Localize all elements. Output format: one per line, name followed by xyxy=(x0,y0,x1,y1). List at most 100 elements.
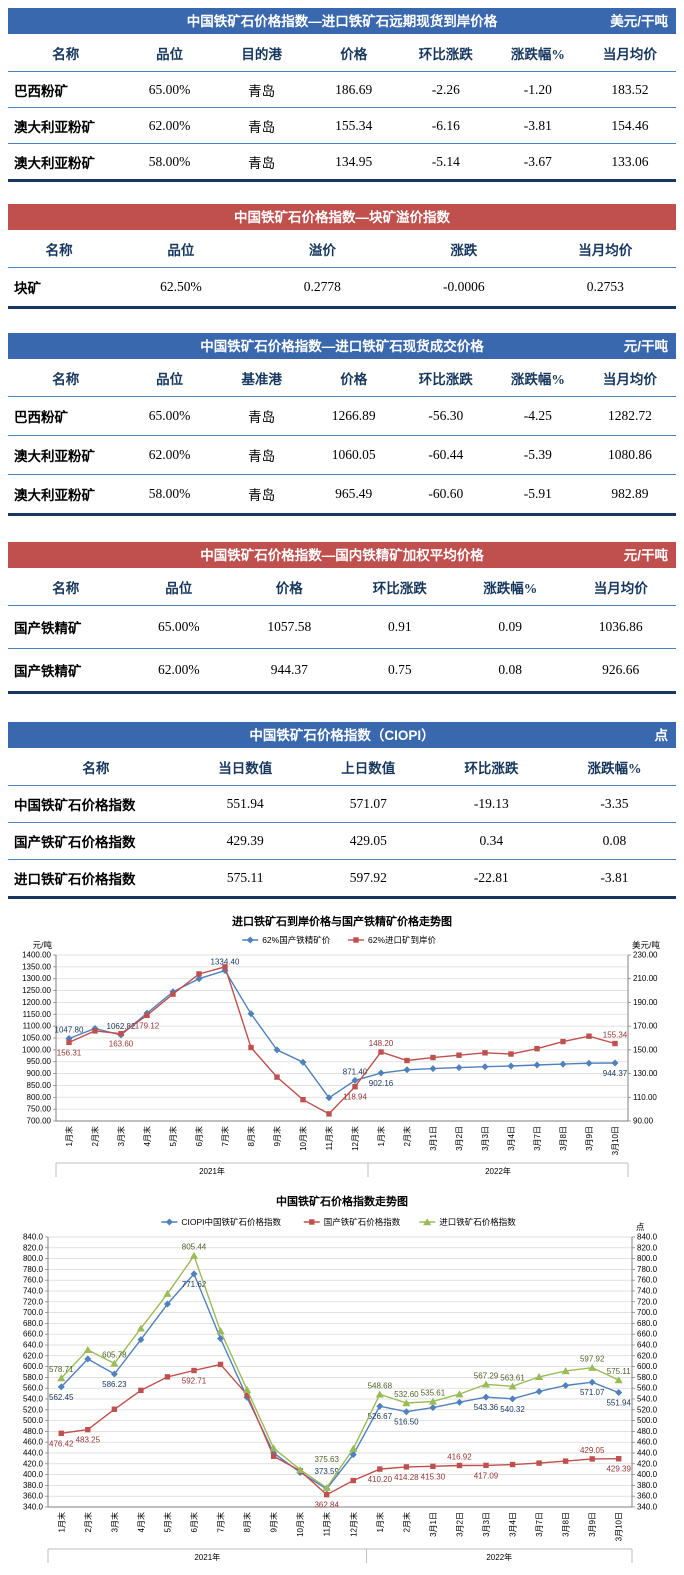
marker-diamond-icon xyxy=(559,1060,567,1068)
table-cell: -5.14 xyxy=(431,153,460,169)
data-label: 535.61 xyxy=(421,1388,446,1397)
table-cell: 0.08 xyxy=(552,822,676,860)
table-row: 澳大利亚粉矿 62.00% 青岛 155.34 -6.16 -3.81 154.46 xyxy=(8,107,676,144)
left-axis-tick-label: 1150.00 xyxy=(23,1010,52,1019)
left-axis-tick-label: 600.0 xyxy=(23,1362,44,1371)
index-trend-chart-canvas: 中国铁矿石价格指数走势图340.0360.0380.0400.0420.0440… xyxy=(23,1194,658,1563)
table-cell: 65.00% xyxy=(123,396,216,436)
left-axis-tick-label: 500.0 xyxy=(23,1416,44,1425)
marker-diamond-icon xyxy=(402,1408,410,1416)
left-axis-tick-label: 680.0 xyxy=(23,1319,44,1328)
right-axis-tick-label: 780.0 xyxy=(637,1265,658,1274)
table-cell: 1060.05 xyxy=(307,435,400,475)
right-axis-tick-label: 540.0 xyxy=(637,1395,658,1404)
marker-diamond-icon xyxy=(611,1059,619,1067)
data-label: 362.84 xyxy=(314,1501,339,1510)
column-header: 价格 xyxy=(307,35,400,72)
table-cell: -3.81 xyxy=(600,870,629,885)
marker-diamond-icon xyxy=(403,1066,411,1074)
table-unit-label: 点 xyxy=(654,728,669,743)
data-label: 540.32 xyxy=(500,1405,525,1414)
x-axis-label: 2月末 xyxy=(402,1126,412,1146)
right-axis-tick-label: 740.0 xyxy=(637,1287,658,1296)
marker-triangle-icon xyxy=(296,1465,305,1473)
table-cell: 0.2753 xyxy=(586,279,624,294)
marker-triangle-icon xyxy=(481,1380,491,1388)
table-block-import-spot: 中国铁矿石价格指数—进口铁矿石现货成交价格 元/干吨 名称 品位 基准港 价格 环比涨跌… xyxy=(8,333,676,516)
price-trend-chart-canvas: 进口铁矿石到岸价格与国产铁精矿价格走势图 700.00 750.00 800.00 85… xyxy=(22,914,660,1177)
marker-square-icon xyxy=(483,1462,489,1469)
marker-diamond-icon xyxy=(507,1062,515,1070)
header-row: 名称 品位 基准港 价格 环比涨跌 涨跌幅% 当月均价 xyxy=(8,360,676,397)
left-axis-tick-label: 720.0 xyxy=(23,1297,44,1306)
table-cell: 国产铁精矿 xyxy=(8,605,124,649)
table-title-bar: 中国铁矿石价格指数—进口铁矿石现货成交价格 元/干吨 xyxy=(8,333,676,359)
marker-square-icon xyxy=(612,1040,618,1047)
table-cell: 186.69 xyxy=(307,71,400,108)
data-label: 416.92 xyxy=(447,1452,472,1461)
right-axis-tick-label: 420.0 xyxy=(637,1459,658,1468)
marker-diamond-icon xyxy=(429,1065,437,1073)
ciopi-index-trend-chart: 中国铁矿石价格指数走势图 340.0 360.0 380.0 400.0 420.0 440… xyxy=(8,1191,676,1575)
data-label: 476.42 xyxy=(49,1439,74,1448)
left-axis-tick-label: 1200.00 xyxy=(22,998,51,1007)
marker-square-icon xyxy=(589,1456,595,1462)
x-axis-label: 7月末 xyxy=(216,1512,226,1532)
right-axis-tick-label: 700.0 xyxy=(637,1308,658,1317)
left-axis-tick-label: 400.0 xyxy=(23,1470,44,1479)
table-title: 中国铁矿石价格指数—国内铁精矿加权平均价格 xyxy=(200,548,484,563)
table-cell: 1266.89 xyxy=(307,396,400,436)
marker-diamond-icon xyxy=(165,1218,173,1226)
right-axis-tick-label: 170.00 xyxy=(633,1022,658,1031)
data-label: 373.59 xyxy=(314,1467,339,1476)
import-vs-domestic-price-chart: 进口铁矿石到岸价格与国产铁精矿价格走势图 700.00 750.00 800.00 85… xyxy=(8,911,676,1187)
x-axis-label: 4月末 xyxy=(136,1512,146,1532)
data-label: 155.34 xyxy=(603,1031,628,1040)
marker-square-icon xyxy=(534,1045,540,1052)
x-axis-label: 3月1日 xyxy=(429,1126,438,1151)
right-axis-tick-label: 620.0 xyxy=(637,1351,658,1360)
marker-diamond-icon xyxy=(615,1389,623,1397)
data-label: 575.11 xyxy=(607,1367,631,1376)
data-label: 871.40 xyxy=(343,1067,368,1076)
marker-diamond-icon xyxy=(65,1035,73,1043)
column-header: 品位 xyxy=(123,35,216,72)
marker-square-icon xyxy=(482,1050,488,1056)
column-header: 环比涨跌 xyxy=(399,360,492,397)
marker-square-icon xyxy=(377,1466,383,1472)
right-axis-tick-label: 640.0 xyxy=(637,1341,658,1350)
right-axis-tick-label: 760.0 xyxy=(637,1276,658,1285)
table-row: 中国铁矿石价格指数 551.94 571.07 -19.13 -3.35 xyxy=(8,785,676,823)
right-axis-tick-label: 400.0 xyxy=(637,1470,658,1479)
series-line-0 xyxy=(60,1272,619,1490)
x-axis-label: 4月末 xyxy=(142,1126,152,1146)
marker-square-icon xyxy=(270,1453,277,1459)
x-axis-label: 1月末 xyxy=(56,1512,66,1532)
table-cell: 青岛 xyxy=(215,107,308,144)
right-axis-tick-label: 520.0 xyxy=(637,1405,658,1414)
data-label: 567.29 xyxy=(474,1371,499,1380)
marker-triangle-icon xyxy=(423,1218,432,1226)
marker-diamond-icon xyxy=(509,1395,517,1403)
left-axis-tick-label: 760.0 xyxy=(23,1276,44,1285)
table-row: 澳大利亚粉矿 62.00% 青岛 1060.05 -60.44 -5.39 1080.86 xyxy=(8,435,676,475)
data-label: 375.63 xyxy=(314,1455,339,1464)
table-cell: 58.00% xyxy=(148,486,191,501)
table-cell: -2.26 xyxy=(399,71,492,108)
marker-square-icon xyxy=(191,1367,197,1374)
marker-diamond-icon xyxy=(377,1069,385,1077)
table-cell: 154.46 xyxy=(583,107,676,144)
marker-diamond-icon xyxy=(429,1404,437,1412)
table-cell: -56.30 xyxy=(399,396,492,436)
marker-triangle-icon xyxy=(375,1390,384,1398)
right-axis-tick-label: 680.0 xyxy=(637,1319,658,1328)
table-title-bar: 中国铁矿石价格指数—国内铁精矿加权平均价格 元/干吨 xyxy=(8,542,676,568)
marker-triangle-icon xyxy=(136,1324,146,1332)
marker-triangle-icon xyxy=(614,1376,623,1384)
table-cell: 澳大利亚粉矿 xyxy=(14,155,95,171)
marker-square-icon xyxy=(92,1028,98,1034)
series-line-1 xyxy=(68,966,616,1115)
table-cell: 597.92 xyxy=(349,870,387,885)
table-block-import-forward: 中国铁矿石价格指数—进口铁矿石远期现货到岸价格 美元/干吨 名称 品位 目的港 价格环… xyxy=(8,8,676,182)
marker-diamond-icon xyxy=(247,1010,255,1018)
